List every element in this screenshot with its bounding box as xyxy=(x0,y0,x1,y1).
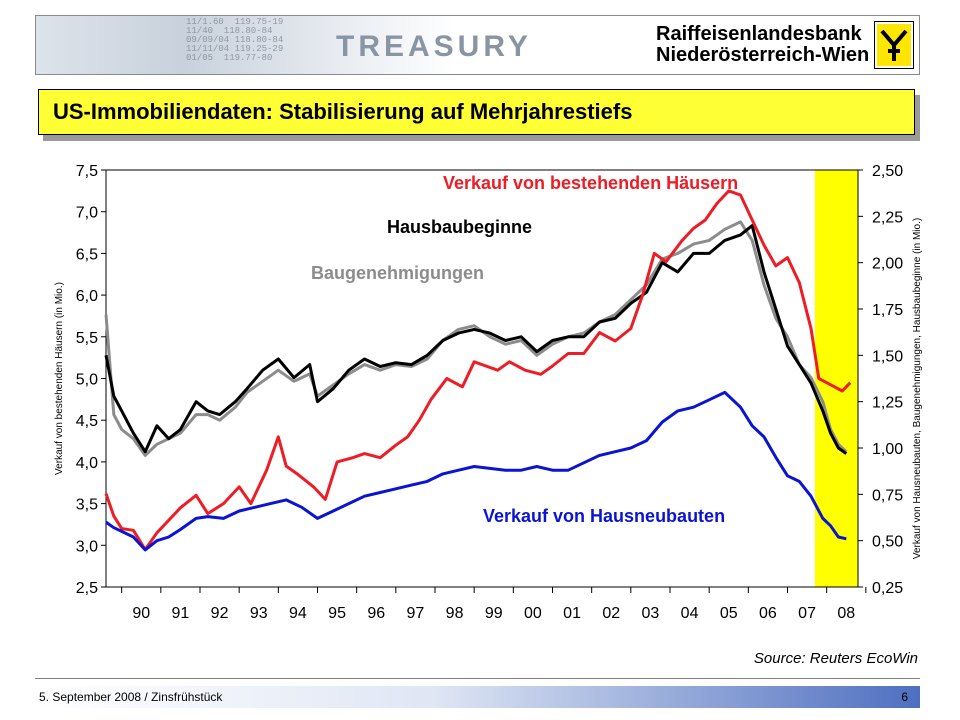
treasury-wordmark: TREASURY xyxy=(336,30,532,63)
series-annotation-2: Baugenehmigungen xyxy=(311,263,484,283)
x-tick-label: 05 xyxy=(720,605,738,622)
left-tick-label: 3,0 xyxy=(76,538,98,555)
title-box: US-Immobiliendaten: Stabilisierung auf M… xyxy=(38,89,915,135)
right-tick-label: 0,50 xyxy=(872,534,903,551)
right-tick-label: 2,00 xyxy=(872,256,903,273)
x-tick-label: 07 xyxy=(798,605,816,622)
left-tick-label: 2,5 xyxy=(76,580,98,597)
x-tick-label: 01 xyxy=(563,605,581,622)
x-tick-label: 00 xyxy=(524,605,542,622)
banner-ticker: 11/1.60 119.75-19 11/40 118.80-84 09/09/04… xyxy=(186,17,284,63)
bank-name-line2: Niederösterreich-Wien xyxy=(656,44,870,66)
banner-background xyxy=(36,16,456,74)
series-line-0 xyxy=(104,189,852,551)
header-banner: 11/1.60 119.75-19 11/40 118.80-84 09/09/04… xyxy=(35,15,920,75)
raiffeisen-logo-icon xyxy=(874,21,914,69)
footer-date: 5. September 2008 / Zinsfrühstück xyxy=(39,690,223,704)
x-tick-label: 96 xyxy=(367,605,385,622)
x-tick-label: 06 xyxy=(759,605,777,622)
x-tick-label: 90 xyxy=(132,605,150,622)
series-line-3 xyxy=(105,390,847,552)
left-tick-label: 7,0 xyxy=(76,205,98,222)
series-annotation-0: Verkauf von bestehenden Häusern xyxy=(443,173,738,193)
right-tick-label: 1,50 xyxy=(872,348,903,365)
x-tick-label: 99 xyxy=(485,605,503,622)
series-annotation-3: Verkauf von Hausneubauten xyxy=(483,506,725,526)
right-tick-label: 2,25 xyxy=(872,209,903,226)
left-tick-label: 6,0 xyxy=(76,288,98,305)
right-tick-label: 1,00 xyxy=(872,441,903,458)
left-tick-label: 3,5 xyxy=(76,497,98,514)
series-line-2 xyxy=(104,220,848,457)
x-tick-label: 94 xyxy=(289,605,307,622)
x-tick-label: 95 xyxy=(328,605,346,622)
x-tick-label: 91 xyxy=(172,605,190,622)
left-tick-label: 5,0 xyxy=(76,372,98,389)
footer-rule xyxy=(35,678,920,679)
series-annotation-1: Hausbaubeginne xyxy=(387,217,532,237)
right-tick-label: 2,50 xyxy=(872,163,903,180)
x-tick-label: 93 xyxy=(250,605,268,622)
x-tick-label: 98 xyxy=(446,605,464,622)
chart: 2,5 3,0 3,5 4,0 4,5 5,0 5,5 6,0 6,5 7,0 7,5 0,25 0,5… xyxy=(54,163,923,622)
bank-name: Raiffeisenlandesbank Niederösterreich-Wi… xyxy=(656,24,869,66)
x-tick-label: 03 xyxy=(642,605,660,622)
right-tick-label: 0,25 xyxy=(872,580,903,597)
left-tick-label: 5,5 xyxy=(76,330,98,347)
right-tick-label: 1,75 xyxy=(872,302,903,319)
y-right-axis-title: Verkauf von Hausneubauten, Baugenehmigun… xyxy=(912,218,923,559)
right-tick-label: 0,75 xyxy=(872,487,903,504)
x-tick-label: 04 xyxy=(681,605,699,622)
left-tick-label: 6,5 xyxy=(76,246,98,263)
page-number: 6 xyxy=(901,690,908,704)
series-line-1 xyxy=(104,224,848,455)
source-note: Source: Reuters EcoWin xyxy=(753,650,918,667)
y-left-axis-title: Verkauf von bestehenden Häusern (in Mio.… xyxy=(54,282,65,475)
x-tick-label: 92 xyxy=(211,605,229,622)
left-tick-label: 4,5 xyxy=(76,413,98,430)
left-tick-label: 4,0 xyxy=(76,455,98,472)
x-tick-label: 97 xyxy=(407,605,425,622)
right-tick-label: 1,25 xyxy=(872,395,903,412)
left-tick-label: 7,5 xyxy=(76,163,98,180)
footer-bar: 5. September 2008 / Zinsfrühstück 6 xyxy=(35,686,920,708)
slide-title: US-Immobiliendaten: Stabilisierung auf M… xyxy=(53,99,633,124)
x-tick-label: 08 xyxy=(837,605,855,622)
x-tick-label: 02 xyxy=(602,605,620,622)
bank-name-line1: Raiffeisenlandesbank xyxy=(656,23,862,45)
